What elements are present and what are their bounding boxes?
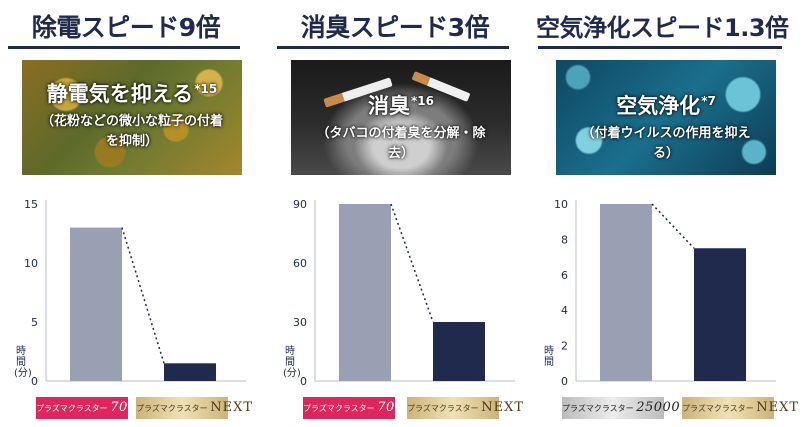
bar	[694, 248, 746, 381]
virus-photo: 空気浄化*7 （付着ウイルスの作用を抑える）	[556, 60, 776, 175]
badge-brand: プラズマクラスター	[562, 404, 634, 413]
y-tick-label: 10	[24, 257, 38, 270]
y-tick-label: 90	[293, 198, 307, 211]
y-axis-label: 時間(分)	[283, 346, 301, 379]
badge-model: 25000	[636, 400, 681, 415]
y-tick-label: 0	[561, 375, 568, 388]
badge-next: プラズマクラスター NEXT	[682, 397, 798, 419]
ashtray-image	[291, 60, 511, 175]
photo-heading-text: 空気浄化	[616, 94, 701, 118]
badge-brand: プラズマクラスター	[303, 404, 375, 413]
y-axis-label: 時間(分)	[14, 346, 32, 379]
photo-subtext: （タバコの付着臭を分解・除去）	[316, 126, 486, 161]
y-tick-label: 6	[561, 269, 568, 282]
y-tick-label: 0	[31, 375, 38, 388]
y-tick-label: 0	[300, 375, 307, 388]
panel-title: 除電スピード9倍	[31, 13, 221, 42]
badge-next: プラズマクラスター NEXT	[407, 397, 523, 419]
panel-deodorize: 消臭スピード3倍 消臭*16 （タバコの付着臭を分解・除去） 0 30 60 90 時…	[275, 0, 529, 427]
badge-brand: プラズマクラスター	[136, 404, 208, 413]
trend-connector	[651, 203, 695, 249]
photo-heading: 空気浄化*7	[556, 90, 776, 120]
trend-connector	[390, 203, 434, 323]
badge-brand: プラズマクラスター	[682, 404, 754, 413]
bar	[433, 322, 485, 381]
badge-brand: プラズマクラスター	[407, 404, 479, 413]
title-underline	[277, 46, 509, 49]
photo-heading: 消臭*16	[291, 90, 511, 120]
y-tick-label: 10	[554, 198, 568, 211]
y-tick-label: 5	[31, 316, 38, 329]
photo-heading-text: 消臭	[368, 94, 410, 118]
bar-chart: 0 30 60 90	[293, 198, 515, 388]
bar-chart: 0 5 10 15	[24, 198, 246, 388]
trend-connector	[121, 227, 165, 364]
panel-title: 空気浄化スピード1.3倍	[536, 14, 789, 42]
badge-model: NEXT	[756, 400, 800, 415]
badge-7000: プラズマクラスター 7000	[303, 397, 412, 419]
bar	[164, 363, 216, 381]
bar	[339, 204, 391, 381]
footnote-mark: *7	[701, 94, 716, 108]
title-underline	[538, 46, 782, 49]
badge-7000: プラズマクラスター 7000	[36, 397, 145, 419]
pollen-image	[22, 60, 242, 175]
footnote-mark: *16	[411, 94, 434, 108]
panel-static: 除電スピード9倍 静電気を抑える*15 （花粉などの微小な粒子の付着を抑制） 0…	[6, 0, 260, 427]
photo-subtext: （花粉などの微小な粒子の付着を抑制）	[40, 114, 223, 149]
photo-subtext: （付着ウイルスの作用を抑える）	[581, 126, 751, 161]
panel-air-purify: 空気浄化スピード1.3倍 空気浄化*7 （付着ウイルスの作用を抑える） 0 2 4 6…	[536, 0, 798, 427]
photo-heading-text: 静電気を抑える	[46, 82, 194, 106]
virus-image	[556, 60, 776, 175]
y-tick-label: 8	[561, 233, 568, 246]
y-tick-label: 2	[561, 340, 568, 353]
title-underline	[8, 46, 240, 49]
badge-brand: プラズマクラスター	[36, 404, 108, 413]
badge-model: NEXT	[210, 400, 254, 415]
y-tick-label: 4	[561, 304, 568, 317]
badge-25000: プラズマクラスター 25000	[562, 397, 680, 419]
panel-title: 消臭スピード3倍	[300, 13, 490, 42]
bar-chart: 0 2 4 6 8 10	[554, 198, 776, 388]
bar	[70, 227, 122, 381]
y-axis-label: 時間	[544, 346, 554, 368]
photo-heading: 静電気を抑える*15	[22, 78, 242, 108]
badge-next: プラズマクラスター NEXT	[136, 397, 252, 419]
ashtray-photo: 消臭*16 （タバコの付着臭を分解・除去）	[291, 60, 511, 175]
pollen-photo: 静電気を抑える*15 （花粉などの微小な粒子の付着を抑制）	[22, 60, 242, 175]
footnote-mark: *15	[194, 82, 218, 96]
y-tick-label: 60	[293, 257, 307, 270]
y-tick-label: 15	[24, 198, 38, 211]
badge-model: NEXT	[481, 400, 525, 415]
y-tick-label: 30	[293, 316, 307, 329]
badge-model: 7000	[377, 400, 413, 415]
bar	[600, 204, 652, 381]
